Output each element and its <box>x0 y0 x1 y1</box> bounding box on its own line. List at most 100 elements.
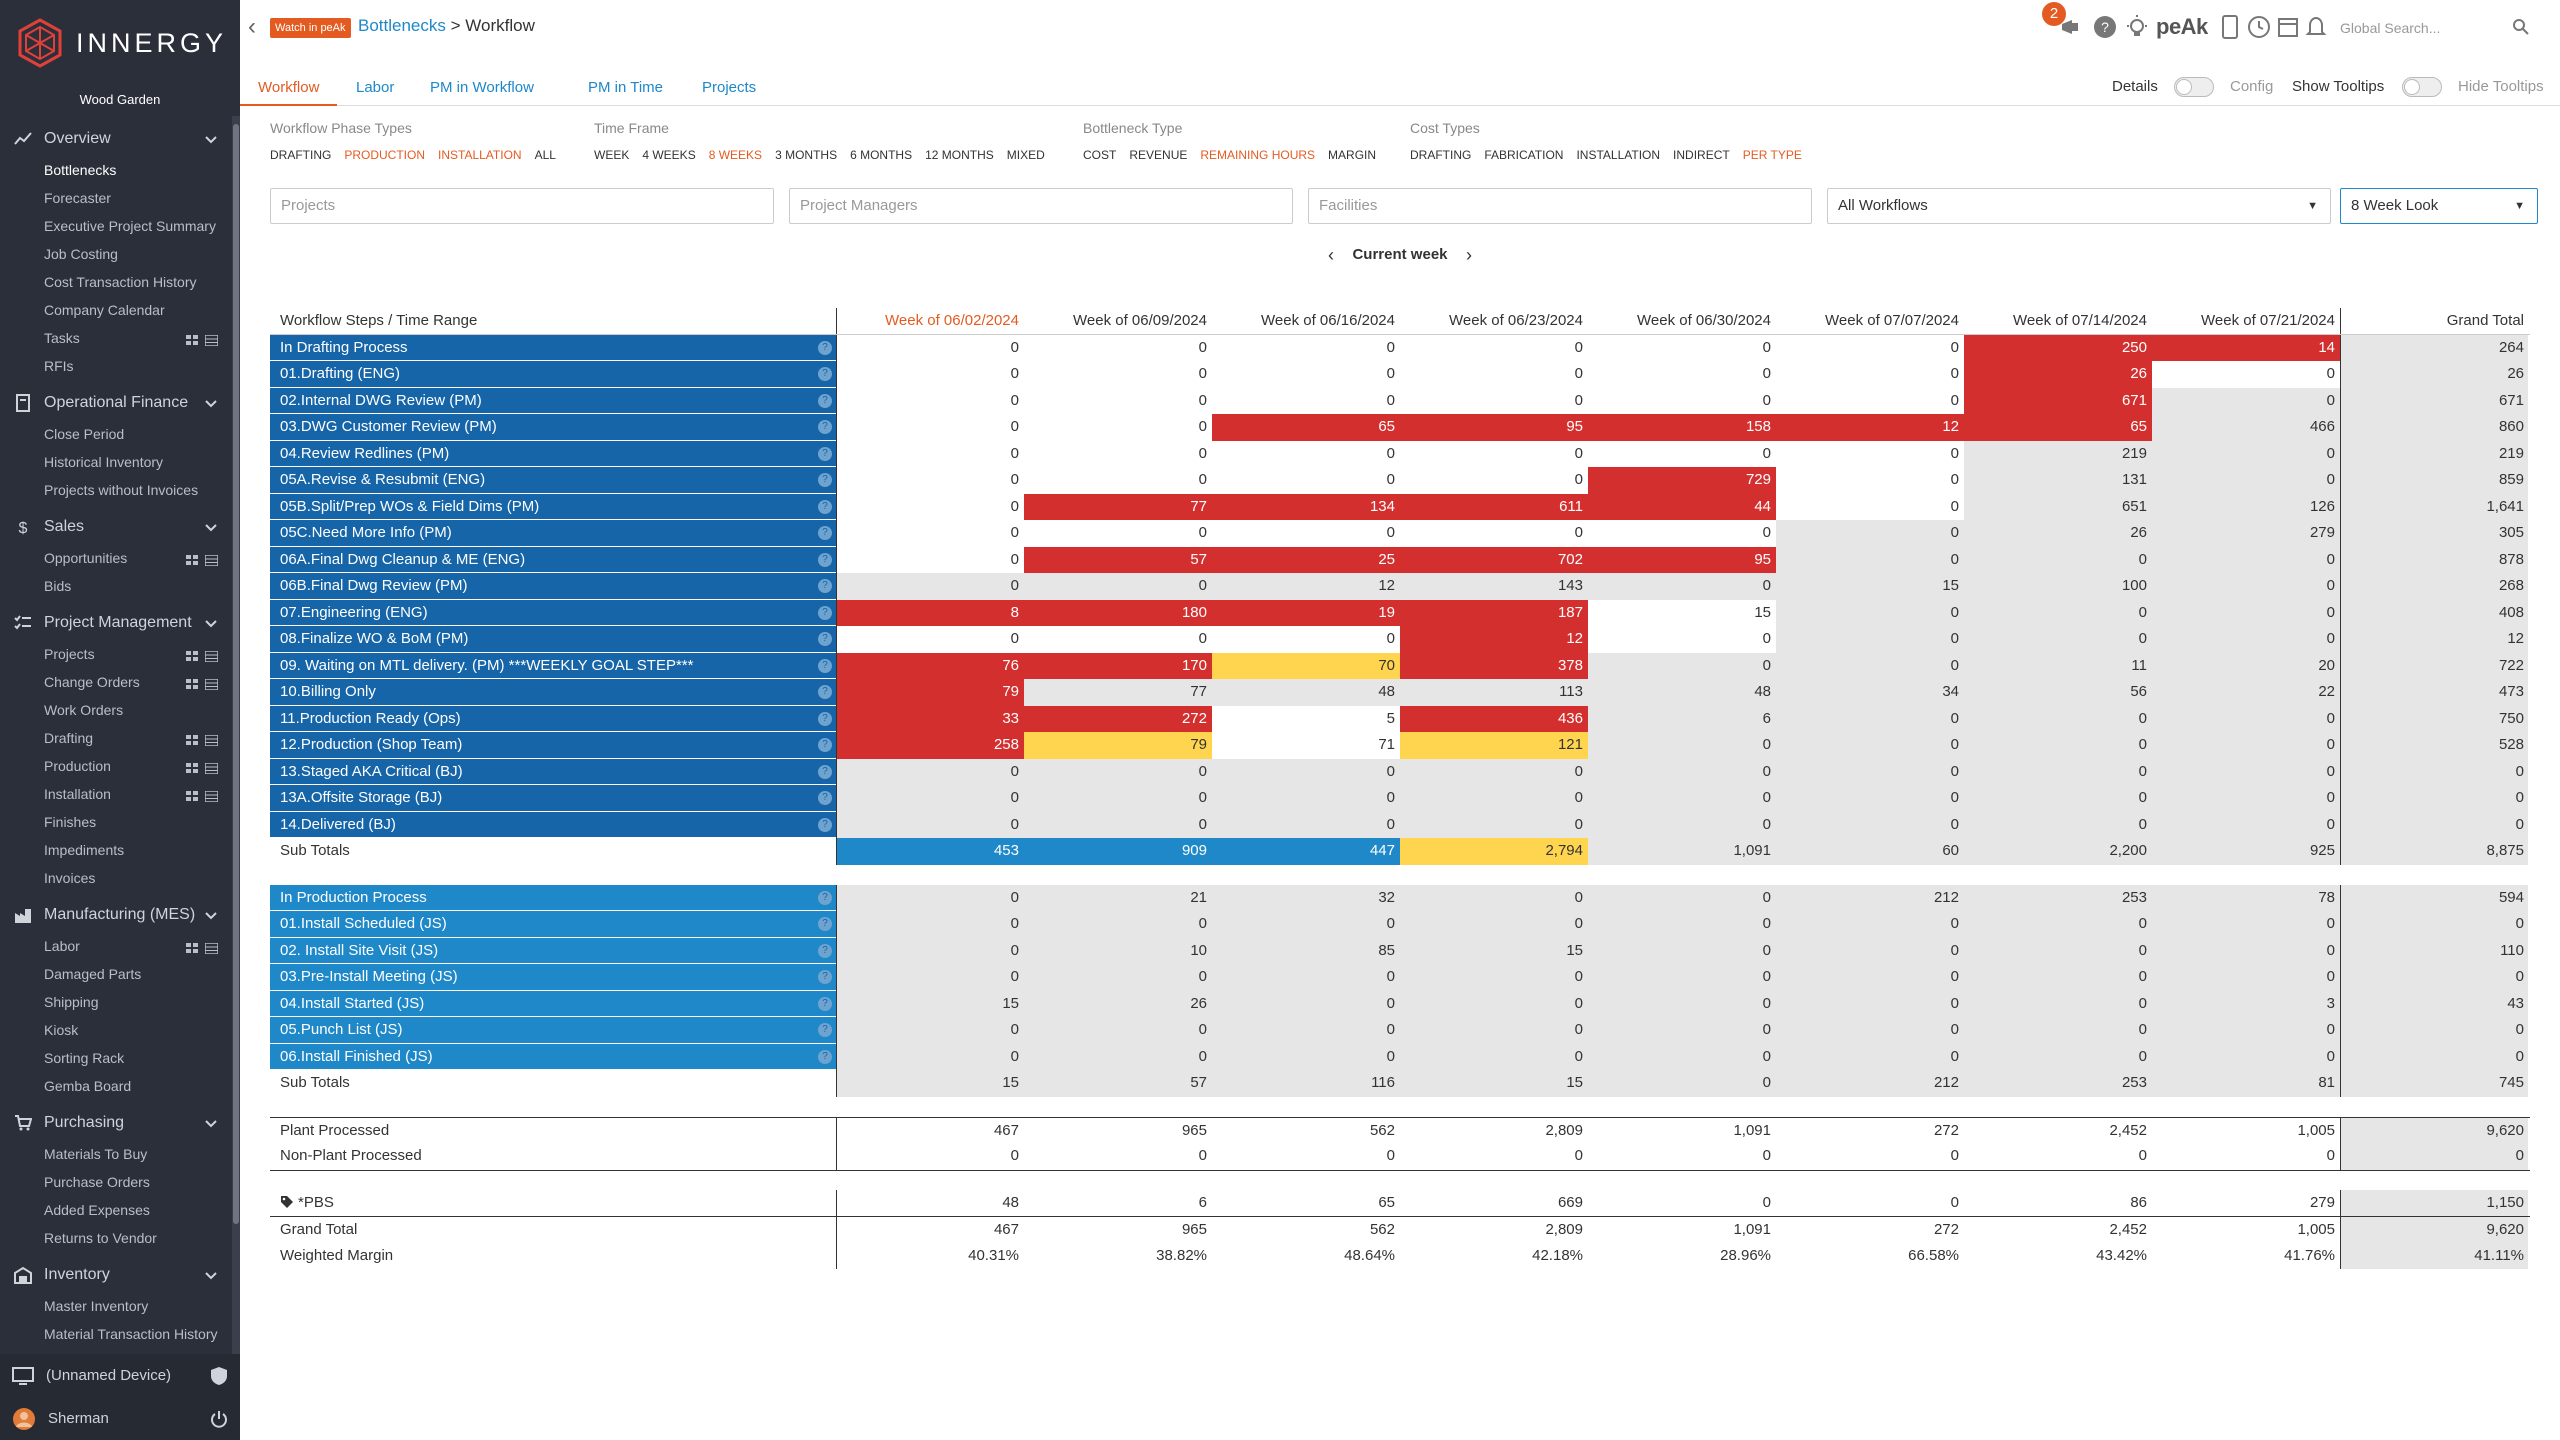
sidebar-item-executive-project-summary[interactable]: Executive Project Summary <box>0 212 232 240</box>
help-icon[interactable]: ? <box>818 446 832 461</box>
help-icon[interactable]: ? <box>818 340 832 355</box>
list-view-icon[interactable] <box>204 733 219 747</box>
filter-option-revenue[interactable]: REVENUE <box>1129 148 1188 162</box>
filter-option-indirect[interactable]: INDIRECT <box>1673 148 1730 162</box>
sidebar-item-close-period[interactable]: Close Period <box>0 420 232 448</box>
help-icon[interactable]: ? <box>818 632 832 646</box>
help-icon[interactable]: ? <box>818 1023 832 1037</box>
user-row[interactable]: Sherman <box>0 1397 240 1440</box>
filter-option-3-months[interactable]: 3 MONTHS <box>775 148 838 162</box>
global-search-input[interactable]: Global Search... <box>2340 20 2441 36</box>
board-view-icon[interactable] <box>186 677 199 689</box>
list-view-icon[interactable] <box>204 761 219 775</box>
lightbulb-icon[interactable] <box>2124 14 2150 40</box>
back-chevron-icon[interactable]: ‹ <box>248 13 256 40</box>
list-view-icon[interactable] <box>204 941 219 955</box>
sidebar-item-sorting-rack[interactable]: Sorting Rack <box>0 1044 232 1072</box>
filter-option-8-weeks[interactable]: 8 WEEKS <box>708 148 763 162</box>
list-view-icon[interactable] <box>204 333 219 347</box>
help-icon[interactable]: ? <box>818 970 832 984</box>
tooltips-toggle[interactable] <box>2402 77 2442 97</box>
search-icon[interactable] <box>2512 18 2530 36</box>
header-week-5[interactable]: Week of 06/30/2024 <box>1637 312 1771 329</box>
chevron-down-icon[interactable] <box>202 614 220 632</box>
sidebar-section-purchasing[interactable]: Purchasing <box>0 1106 232 1140</box>
sidebar-item-bottlenecks[interactable]: Bottlenecks <box>0 156 232 184</box>
board-view-icon[interactable] <box>186 761 199 773</box>
filter-option-all[interactable]: ALL <box>534 148 556 162</box>
header-week-2[interactable]: Week of 06/09/2024 <box>1073 312 1207 329</box>
help-icon[interactable]: ? <box>818 817 832 832</box>
sidebar-section-overview[interactable]: Overview <box>0 122 232 156</box>
peak-logo[interactable]: peAk <box>2156 14 2208 39</box>
sidebar-item-opportunities[interactable]: Opportunities <box>0 544 232 572</box>
sidebar-item-work-orders[interactable]: Work Orders <box>0 696 232 724</box>
help-icon[interactable]: ? <box>818 367 832 381</box>
megaphone-icon[interactable] <box>2058 14 2084 40</box>
project-managers-filter-input[interactable]: Project Managers <box>789 188 1293 224</box>
board-view-icon[interactable] <box>186 733 199 745</box>
help-icon[interactable]: ? <box>818 943 832 958</box>
help-icon[interactable]: ? <box>818 473 832 487</box>
filter-option-installation[interactable]: INSTALLATION <box>438 148 522 162</box>
brand-logo[interactable]: INNERGY <box>0 0 240 86</box>
sidebar-item-added-expenses[interactable]: Added Expenses <box>0 1196 232 1224</box>
shield-icon[interactable] <box>210 1366 228 1386</box>
help-icon[interactable]: ? <box>818 1049 832 1064</box>
filter-option-mixed[interactable]: MIXED <box>1006 148 1045 162</box>
help-icon[interactable]: ? <box>818 917 832 931</box>
scrollbar-thumb[interactable] <box>233 124 239 1224</box>
sidebar-item-purchase-orders[interactable]: Purchase Orders <box>0 1168 232 1196</box>
board-view-icon[interactable] <box>186 789 199 801</box>
header-week-8[interactable]: Week of 07/21/2024 <box>2201 312 2335 329</box>
next-week-chevron-icon[interactable]: › <box>1466 245 1472 265</box>
sidebar-item-company-calendar[interactable]: Company Calendar <box>0 296 232 324</box>
sidebar-item-projects[interactable]: Projects <box>0 640 232 668</box>
tab-pm-in-workflow[interactable]: PM in Workflow <box>430 79 534 96</box>
help-icon[interactable]: ? <box>818 711 832 726</box>
help-icon[interactable]: ? <box>2092 14 2118 40</box>
help-icon[interactable]: ? <box>818 791 832 805</box>
tab-projects[interactable]: Projects <box>702 79 757 96</box>
sidebar-item-rfis[interactable]: RFIs <box>0 352 232 380</box>
sidebar-item-historical-inventory[interactable]: Historical Inventory <box>0 448 232 476</box>
prev-week-chevron-icon[interactable]: ‹ <box>1328 245 1334 265</box>
calendar-icon[interactable] <box>2276 14 2300 40</box>
board-view-icon[interactable] <box>186 553 199 565</box>
sidebar-item-forecaster[interactable]: Forecaster <box>0 184 232 212</box>
sidebar-scrollbar[interactable] <box>232 116 240 1356</box>
avatar[interactable] <box>12 1407 36 1431</box>
chevron-down-icon[interactable] <box>202 130 220 148</box>
sidebar-item-drafting[interactable]: Drafting <box>0 724 232 752</box>
clock-icon[interactable] <box>2246 14 2272 40</box>
sidebar-section-inventory[interactable]: Inventory <box>0 1258 232 1292</box>
header-week-3[interactable]: Week of 06/16/2024 <box>1261 312 1395 329</box>
help-icon[interactable]: ? <box>818 685 832 699</box>
filter-option-12-months[interactable]: 12 MONTHS <box>925 148 994 162</box>
help-icon[interactable]: ? <box>818 738 832 752</box>
sidebar-item-production[interactable]: Production <box>0 752 232 780</box>
bell-icon[interactable] <box>2304 14 2328 40</box>
help-icon[interactable]: ? <box>818 658 832 673</box>
filter-option-drafting[interactable]: DRAFTING <box>1410 148 1472 162</box>
sidebar-item-gemba-board[interactable]: Gemba Board <box>0 1072 232 1100</box>
board-view-icon[interactable] <box>186 941 199 953</box>
sidebar-item-shipping[interactable]: Shipping <box>0 988 232 1016</box>
sidebar-section-project-management[interactable]: Project Management <box>0 606 232 640</box>
breadcrumb-link-bottlenecks[interactable]: Bottlenecks <box>358 16 446 35</box>
filter-option-drafting[interactable]: DRAFTING <box>270 148 332 162</box>
filter-option-remaining-hours[interactable]: REMAINING HOURS <box>1200 148 1316 162</box>
sidebar-item-returns-to-vendor[interactable]: Returns to Vendor <box>0 1224 232 1252</box>
filter-option-6-months[interactable]: 6 MONTHS <box>850 148 913 162</box>
filter-option-per-type[interactable]: PER TYPE <box>1742 148 1802 162</box>
chevron-down-icon[interactable] <box>202 518 220 536</box>
filter-option-cost[interactable]: COST <box>1083 148 1117 162</box>
tab-workflow[interactable]: Workflow <box>240 70 338 106</box>
list-view-icon[interactable] <box>204 649 219 663</box>
sidebar-item-labor[interactable]: Labor <box>0 932 232 960</box>
chevron-down-icon[interactable] <box>202 1114 220 1132</box>
details-config-toggle[interactable] <box>2174 77 2214 97</box>
header-week-7[interactable]: Week of 07/14/2024 <box>2013 312 2147 329</box>
help-icon[interactable]: ? <box>818 526 832 540</box>
sidebar-item-change-orders[interactable]: Change Orders <box>0 668 232 696</box>
